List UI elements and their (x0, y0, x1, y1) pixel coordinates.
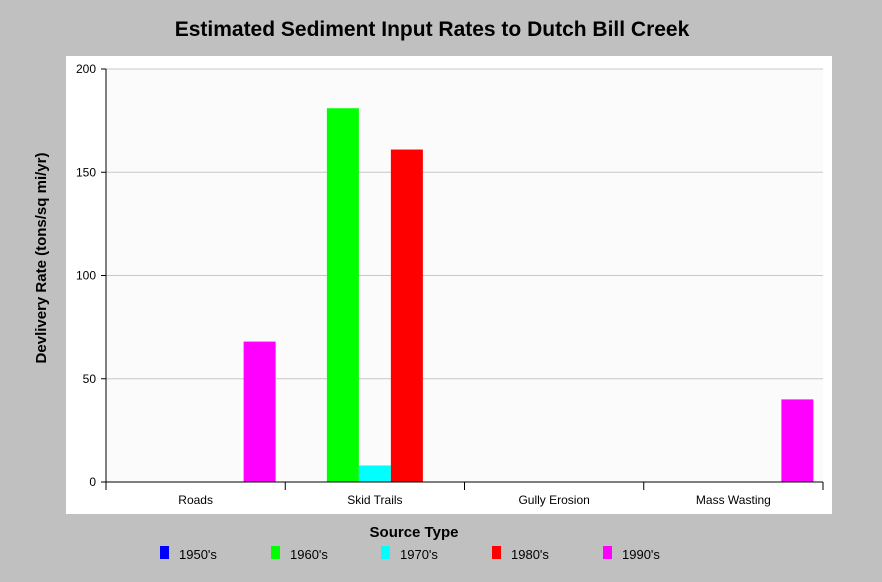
axes (101, 68, 824, 490)
legend-swatch (492, 546, 501, 559)
bar (358, 465, 391, 482)
legend-label: 1990's (622, 547, 660, 562)
legend-swatch (271, 546, 280, 559)
bar (326, 108, 359, 483)
x-axis-title: Source Type (370, 524, 459, 541)
tick-labels: 0 50 100 150 200 Roads Skid Trails Gully Erosio… (76, 62, 771, 507)
y-axis-title: Devlivery Rate (tons/sq mi/yr) (33, 153, 50, 364)
legend-label: 1980's (511, 547, 549, 562)
legend-swatch (603, 546, 612, 559)
x-tick-label: Gully Erosion (518, 493, 589, 507)
bar (781, 399, 814, 482)
legend-label: 1960's (290, 547, 328, 562)
legend: 1950's 1960's 1970's 1980's 1990's (160, 546, 660, 562)
bars (243, 108, 814, 483)
bar (390, 149, 423, 482)
y-tick-label: 200 (76, 62, 96, 76)
x-tick-label: Roads (178, 493, 213, 507)
chart-title: Estimated Sediment Input Rates to Dutch … (174, 18, 690, 41)
legend-label: 1970's (400, 547, 438, 562)
legend-swatch (381, 546, 390, 559)
y-tick-label: 0 (89, 475, 96, 489)
x-tick-label: Mass Wasting (696, 493, 771, 507)
legend-label: 1950's (179, 547, 217, 562)
y-tick-label: 100 (76, 269, 96, 283)
y-tick-label: 50 (83, 372, 97, 386)
y-tick-label: 150 (76, 165, 96, 179)
bar (243, 341, 276, 482)
gridlines (106, 68, 823, 380)
legend-swatch (160, 546, 169, 559)
x-tick-label: Skid Trails (347, 493, 402, 507)
